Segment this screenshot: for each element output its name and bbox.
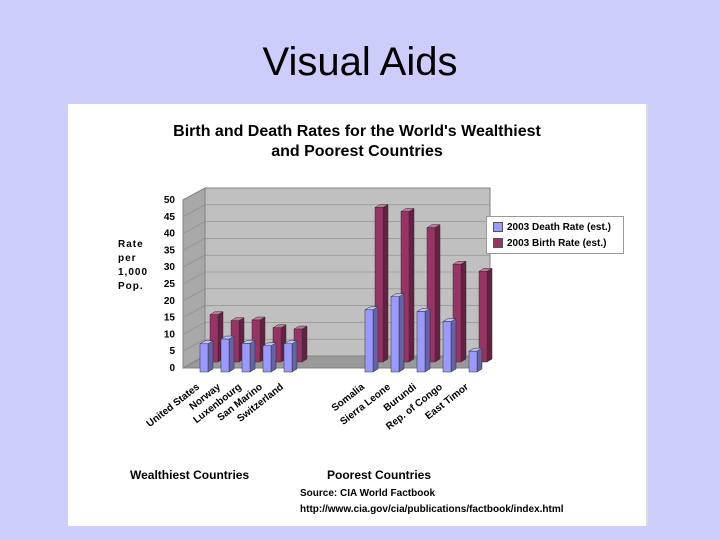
bar-death-rate [442, 321, 452, 373]
legend-swatch-birth [493, 238, 503, 249]
y-axis-label-line: Rate [118, 239, 144, 250]
source-note: Source: CIA World Factbook http://www.ci… [300, 486, 564, 518]
gridline [182, 187, 490, 201]
bar-death-rate-side [249, 339, 256, 373]
y-axis-label-line: per [118, 253, 137, 264]
y-tick-label: 15 [164, 313, 176, 324]
bar-death-rate [468, 350, 478, 373]
gridline [182, 271, 490, 285]
chart-title-line-1: Birth and Death Rates for the World's We… [173, 123, 541, 140]
bar-death-rate-side [270, 342, 277, 373]
bar-birth-rate-side [408, 208, 415, 363]
bar-death-rate-side [424, 308, 431, 373]
y-axis-label-line: Pop. [118, 281, 144, 292]
y-tick-label: 50 [164, 195, 176, 206]
gridline [182, 254, 490, 268]
y-tick-label: 30 [164, 262, 176, 273]
bar-birth-rate-side [382, 203, 389, 363]
bar-death-rate-side [207, 340, 214, 373]
y-tick-label: 20 [164, 296, 176, 307]
bar-death-rate [199, 343, 209, 373]
chart-panel: Birth and Death Rates for the World's We… [68, 104, 648, 526]
y-tick-label: 0 [169, 363, 175, 374]
bar-birth-rate [478, 271, 488, 363]
bar-birth-rate [400, 211, 410, 363]
y-tick-label: 35 [164, 245, 176, 256]
y-tick-label: 25 [164, 279, 176, 290]
bar-death-rate [390, 296, 400, 373]
y-axis-label: Rate per 1,000 Pop. [118, 238, 158, 294]
gridline [182, 221, 490, 234]
bar-birth-rate-side [301, 325, 308, 363]
bar-birth-rate [426, 227, 436, 363]
legend-label-death: 2003 Death Rate (est.) [507, 222, 611, 233]
bar-death-rate-side [398, 293, 405, 373]
y-tick-label: 40 [164, 229, 176, 240]
bar-death-rate [241, 343, 251, 373]
group-label-wealthiest: Wealthiest Countries [130, 468, 250, 482]
legend-item-death: 2003 Death Rate (est.) [493, 221, 611, 235]
bar-death-rate-side [450, 318, 457, 373]
source-line-2: http://www.cia.gov/cia/publications/fact… [300, 504, 564, 515]
bar-birth-rate [452, 263, 462, 363]
bar-death-rate-side [228, 335, 235, 373]
y-tick-label: 45 [164, 212, 176, 223]
legend-item-birth: 2003 Birth Rate (est.) [493, 237, 606, 251]
y-tick-label: 5 [169, 346, 175, 357]
bar-death-rate [262, 345, 272, 373]
bar-death-rate [416, 311, 426, 373]
bar-birth-rate-side [460, 260, 467, 363]
source-line-1: Source: CIA World Factbook [300, 488, 436, 499]
bar-death-rate-side [291, 340, 298, 373]
bar-death-rate-side [372, 306, 379, 373]
bar-death-rate [220, 338, 230, 373]
bar-death-rate [364, 309, 374, 373]
bar-birth-rate-side [434, 224, 441, 363]
legend-swatch-death [493, 222, 503, 233]
bar-birth-rate-side [486, 267, 493, 363]
bar-birth-rate [209, 314, 219, 363]
y-tick-label: 10 [164, 329, 176, 340]
chart-title: Birth and Death Rates for the World's We… [68, 122, 646, 162]
gridline [182, 204, 490, 218]
gridline [182, 288, 490, 302]
chart-title-line-2: and Poorest Countries [271, 143, 443, 160]
y-axis-label-line: 1,000 [118, 267, 149, 278]
bar-birth-rate [374, 207, 384, 363]
gridline [182, 238, 490, 251]
bar-death-rate-side [476, 347, 483, 373]
legend-label-birth: 2003 Birth Rate (est.) [507, 238, 607, 249]
group-label-poorest: Poorest Countries [327, 468, 432, 482]
bar-death-rate [283, 343, 293, 373]
slide-title: Visual Aids [262, 40, 458, 84]
chart-legend: 2003 Death Rate (est.) 2003 Birth Rate (… [486, 216, 624, 254]
